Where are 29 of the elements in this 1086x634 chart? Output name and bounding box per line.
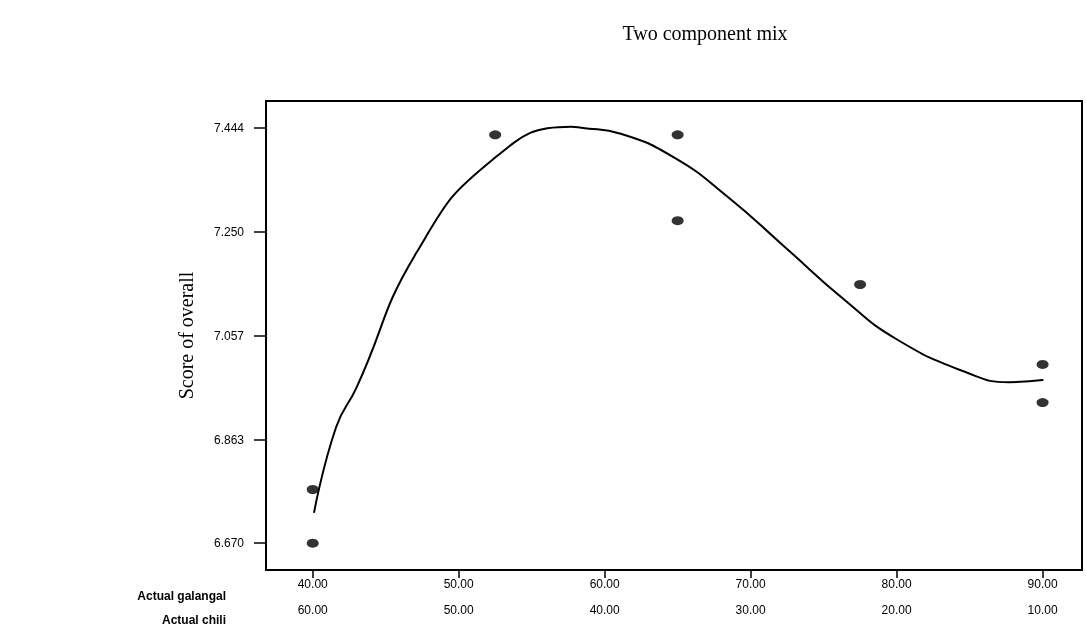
y-tick-label: 7.250 [213, 224, 245, 239]
x2-tick-label: 60.00 [297, 603, 329, 617]
point [306, 485, 319, 495]
x-tick-label: 40.00 [297, 577, 329, 591]
x2-tick-label: 20.00 [881, 603, 912, 617]
x2-tick-label: 30.00 [735, 603, 766, 617]
y-tick-label: 7.057 [213, 328, 245, 343]
point [671, 216, 684, 226]
x-tick-label: 50.00 [443, 577, 475, 591]
x-tick-label: 80.00 [881, 577, 912, 591]
x-tick-label: 90.00 [1027, 577, 1058, 591]
point [854, 280, 867, 290]
x2-tick-label: 40.00 [589, 603, 620, 617]
x2-tick-label: 10.00 [1027, 603, 1058, 617]
y-tick-label: 7.444 [213, 120, 245, 135]
x-tick-label: 60.00 [589, 577, 620, 591]
x-axis-title: Actual galangal [137, 589, 226, 603]
y-tick-label: 6.670 [213, 536, 245, 551]
point [1036, 359, 1049, 369]
y-tick-label: 6.863 [213, 432, 245, 447]
point [1036, 398, 1049, 408]
point [489, 130, 502, 140]
x2-axis-title: Actual chili [161, 613, 226, 627]
chart-title: Two component mix [622, 22, 788, 45]
point [671, 130, 684, 140]
x-tick-label: 70.00 [735, 577, 766, 591]
y-axis-title: Score of overall [175, 271, 197, 400]
x2-tick-label: 50.00 [443, 603, 475, 617]
point [306, 538, 319, 548]
